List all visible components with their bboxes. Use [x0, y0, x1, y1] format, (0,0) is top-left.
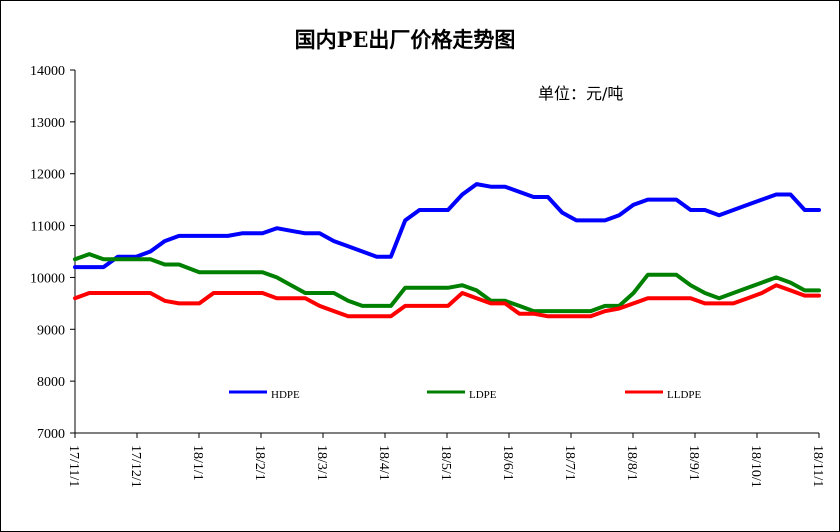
y-tick-label: 10000 — [30, 271, 65, 286]
legend-label-lldpe: LLDPE — [667, 389, 702, 401]
y-tick-label: 9000 — [37, 323, 65, 338]
x-tick-label: 18/6/1 — [500, 445, 515, 481]
x-tick-label: 18/5/1 — [438, 445, 453, 481]
x-tick-label: 18/7/1 — [562, 445, 577, 481]
x-axis: 17/11/1 17/12/1 18/1/1 18/2/1 18/3/1 18/4/1 18… — [66, 432, 825, 488]
legend-item-hdpe: HDPE — [229, 389, 300, 401]
x-tick-label: 18/3/1 — [314, 445, 329, 481]
y-tick-label: 7000 — [37, 427, 65, 442]
x-tick-label: 17/11/1 — [66, 445, 81, 487]
legend-item-ldpe: LDPE — [427, 389, 497, 401]
x-tick-label: 18/11/1 — [810, 445, 825, 487]
unit-label: 单位：元/吨 — [538, 84, 623, 103]
chart-title: 国内PE出厂价格走势图 — [295, 27, 516, 52]
x-tick-label: 18/9/1 — [686, 445, 701, 481]
series-line-lldpe — [73, 283, 821, 319]
x-tick-label: 17/12/1 — [128, 445, 143, 488]
y-tick-label: 8000 — [37, 375, 65, 390]
legend-item-lldpe: LLDPE — [625, 389, 702, 401]
x-tick-label: 18/8/1 — [624, 445, 639, 481]
legend-label-ldpe: LDPE — [469, 389, 497, 401]
series-line-hdpe — [73, 182, 821, 270]
x-tick-label: 18/4/1 — [376, 445, 391, 481]
y-axis: 7000 8000 9000 10000 11000 12000 13000 14000 — [30, 64, 76, 442]
x-tick-label: 18/2/1 — [252, 445, 267, 481]
legend-label-hdpe: HDPE — [271, 389, 300, 401]
y-tick-label: 14000 — [30, 64, 65, 79]
x-tick-label: 18/10/1 — [748, 445, 763, 488]
x-tick-label: 18/1/1 — [190, 445, 205, 481]
series-line-ldpe — [73, 252, 821, 314]
series-layer — [73, 182, 821, 319]
y-tick-label: 12000 — [30, 168, 65, 183]
y-tick-label: 13000 — [30, 116, 65, 131]
legend: HDPE LDPE LLDPE — [229, 389, 702, 401]
y-tick-label: 11000 — [31, 220, 65, 235]
